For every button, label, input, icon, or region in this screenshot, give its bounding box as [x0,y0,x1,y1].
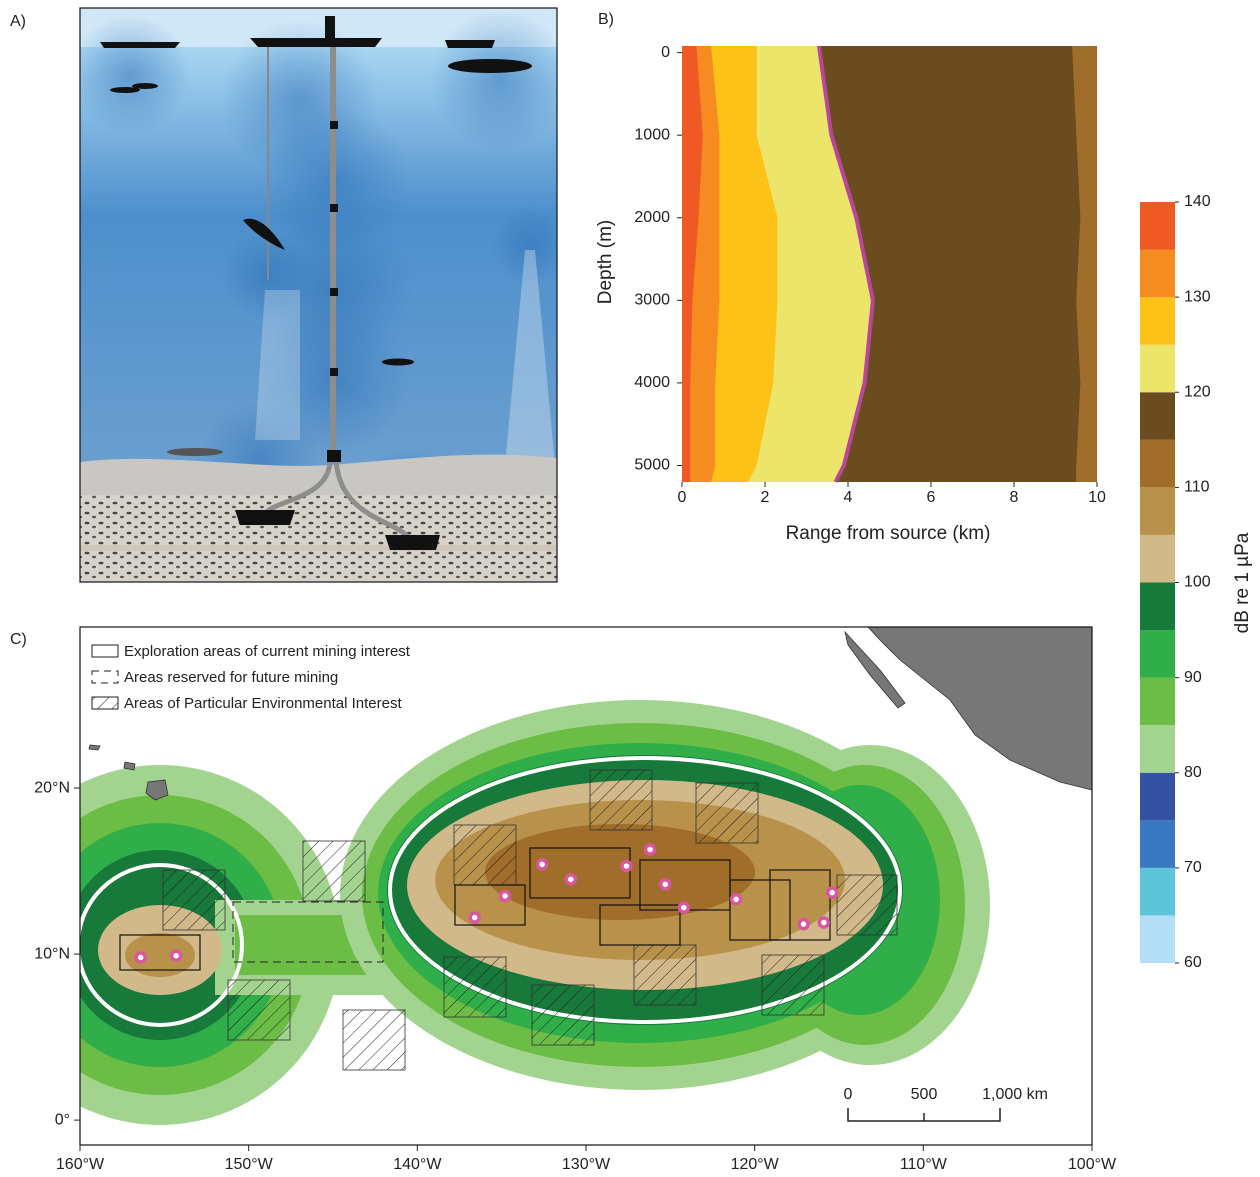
y-tick-label: 4000 [634,374,670,391]
colorbar-tick-label: 80 [1184,764,1202,781]
colorbar-swatch [1140,535,1175,583]
colorbar-swatch [1140,915,1175,963]
y-tick-label: 20°N [34,779,70,796]
x-tick-label: 10 [1088,489,1106,506]
colorbar-tick-label: 140 [1184,193,1211,210]
mining-site [566,875,575,884]
x-axis-label: Range from source (km) [786,523,991,544]
x-tick-label: 0 [678,489,687,506]
mining-site [538,860,547,869]
y-tick-label: 5000 [634,457,670,474]
colorbar-tick-label: 70 [1184,859,1202,876]
panel-label: C) [10,631,27,648]
mining-site [646,845,655,854]
colorbar-swatch [1140,250,1175,298]
colorbar-swatch [1140,487,1175,535]
contour-plot: 0 2 4 6 8 10 0 1000 2000 3000 4000 5000 [634,44,1106,506]
x-tick-label: 8 [1010,489,1019,506]
colorbar-swatch [1140,868,1175,916]
colorbar-swatch [1140,583,1175,631]
y-axis-label: Depth (m) [595,220,616,304]
scale-label: 500 [911,1086,938,1103]
scale-label: 0 [844,1086,853,1103]
x-tick-label: 4 [844,489,853,506]
colorbar: 60 70 80 90 100 110 120 130 140 [1140,193,1211,971]
x-tick-label: 6 [927,489,936,506]
mining-site [501,891,510,900]
mining-site [732,895,741,904]
y-tick-label: 2000 [634,209,670,226]
x-tick-label: 100°W [1068,1156,1117,1173]
colorbar-label: dB re 1 µPa [1232,532,1253,633]
colorbar-tick-label: 130 [1184,288,1211,305]
y-tick-label: 1000 [634,126,670,143]
x-tick-label: 130°W [562,1156,611,1173]
y-tick-label: 0° [55,1111,70,1128]
mining-site [172,951,181,960]
mining-site [470,913,479,922]
colorbar-swatch [1140,773,1175,821]
x-tick-label: 110°W [900,1156,948,1173]
x-tick-label: 160°W [56,1156,105,1173]
x-tick-label: 120°W [731,1156,780,1173]
mining-site [799,920,808,929]
y-tick-label: 3000 [634,292,670,309]
colorbar-tick-label: 100 [1184,574,1211,591]
illustration [70,8,570,585]
colorbar-swatch [1140,725,1175,773]
colorbar-swatch [1140,202,1175,250]
mining-site [679,903,688,912]
mining-site [819,918,828,927]
legend-label: Exploration areas of current mining inte… [124,643,411,660]
mining-site [828,888,837,897]
mining-site [661,880,670,889]
colorbar-tick-label: 110 [1184,479,1210,496]
y-tick-label: 0 [661,44,670,61]
colorbar-swatch [1140,630,1175,678]
colorbar-tick-label: 60 [1184,954,1202,971]
colorbar-tick-label: 90 [1184,669,1202,686]
scale-label: 1,000 km [982,1086,1048,1103]
colorbar-swatch [1140,440,1175,488]
colorbar-swatch [1140,345,1175,393]
colorbar-swatch [1140,678,1175,726]
x-tick-label: 150°W [225,1156,274,1173]
colorbar-swatch [1140,820,1175,868]
legend-label: Areas reserved for future mining [124,669,338,686]
y-tick-label: 10°N [34,945,70,962]
legend-label: Areas of Particular Environmental Intere… [124,695,402,712]
panel-label: B) [598,11,614,28]
colorbar-swatch [1140,392,1175,440]
figure: A) B) 0246810010002000300040005000 Range… [0,0,1260,1177]
x-tick-label: 140°W [393,1156,442,1173]
colorbar-swatch [1140,297,1175,345]
panel-label: A) [10,13,26,30]
x-tick-label: 2 [761,489,770,506]
colorbar-tick-label: 120 [1184,383,1211,400]
mining-site [136,953,145,962]
mining-site [622,862,631,871]
